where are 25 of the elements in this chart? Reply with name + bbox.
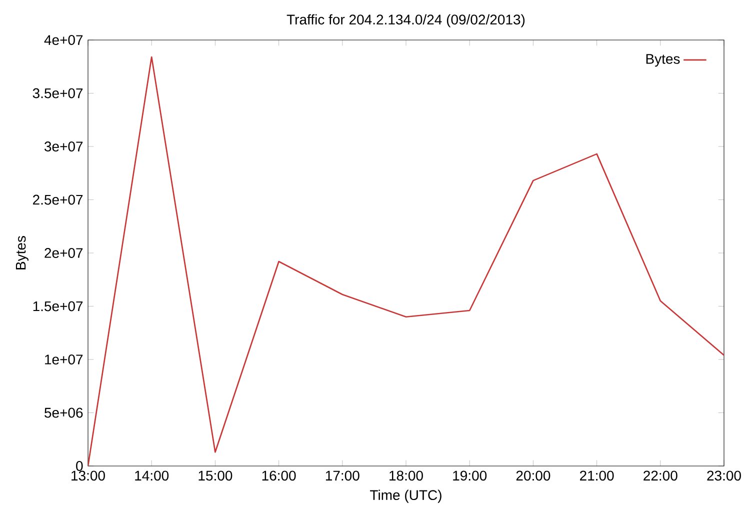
y-tick-label: 2e+07 xyxy=(44,248,83,258)
x-tick-label: 13:00 xyxy=(72,470,105,481)
x-tick-label: 14:00 xyxy=(135,470,169,481)
y-tick-label: 0 xyxy=(76,461,83,471)
x-axis-title: Time (UTC) xyxy=(370,490,442,503)
y-tick-label: 1e+07 xyxy=(45,354,83,364)
y-tick-label: 3e+07 xyxy=(44,142,83,152)
y-tick-label: 3.5e+07 xyxy=(32,88,83,98)
legend-label: Bytes xyxy=(646,54,680,67)
x-tick-label: 17:00 xyxy=(326,470,360,481)
x-tick-label: 22:00 xyxy=(644,470,678,481)
x-tick-label: 16:00 xyxy=(262,470,296,481)
x-tick-label: 20:00 xyxy=(516,470,550,481)
y-axis-title: Bytes xyxy=(16,236,28,270)
x-tick-label: 21:00 xyxy=(580,470,614,481)
y-tick-label: 4e+07 xyxy=(44,35,83,45)
x-tick-label: 18:00 xyxy=(390,470,423,481)
x-tick-label: 23:00 xyxy=(707,470,741,481)
x-tick-label: 19:00 xyxy=(453,470,487,481)
x-tick-label: 15:00 xyxy=(198,470,232,481)
y-tick-label: 1.5e+07 xyxy=(33,301,83,312)
y-tick-label: 2.5e+07 xyxy=(33,194,83,205)
chart-title: Traffic for 204.2.134.0/24 (09/02/2013) xyxy=(286,14,525,28)
line-series xyxy=(88,56,724,466)
y-tick-label: 5e+06 xyxy=(44,408,83,418)
